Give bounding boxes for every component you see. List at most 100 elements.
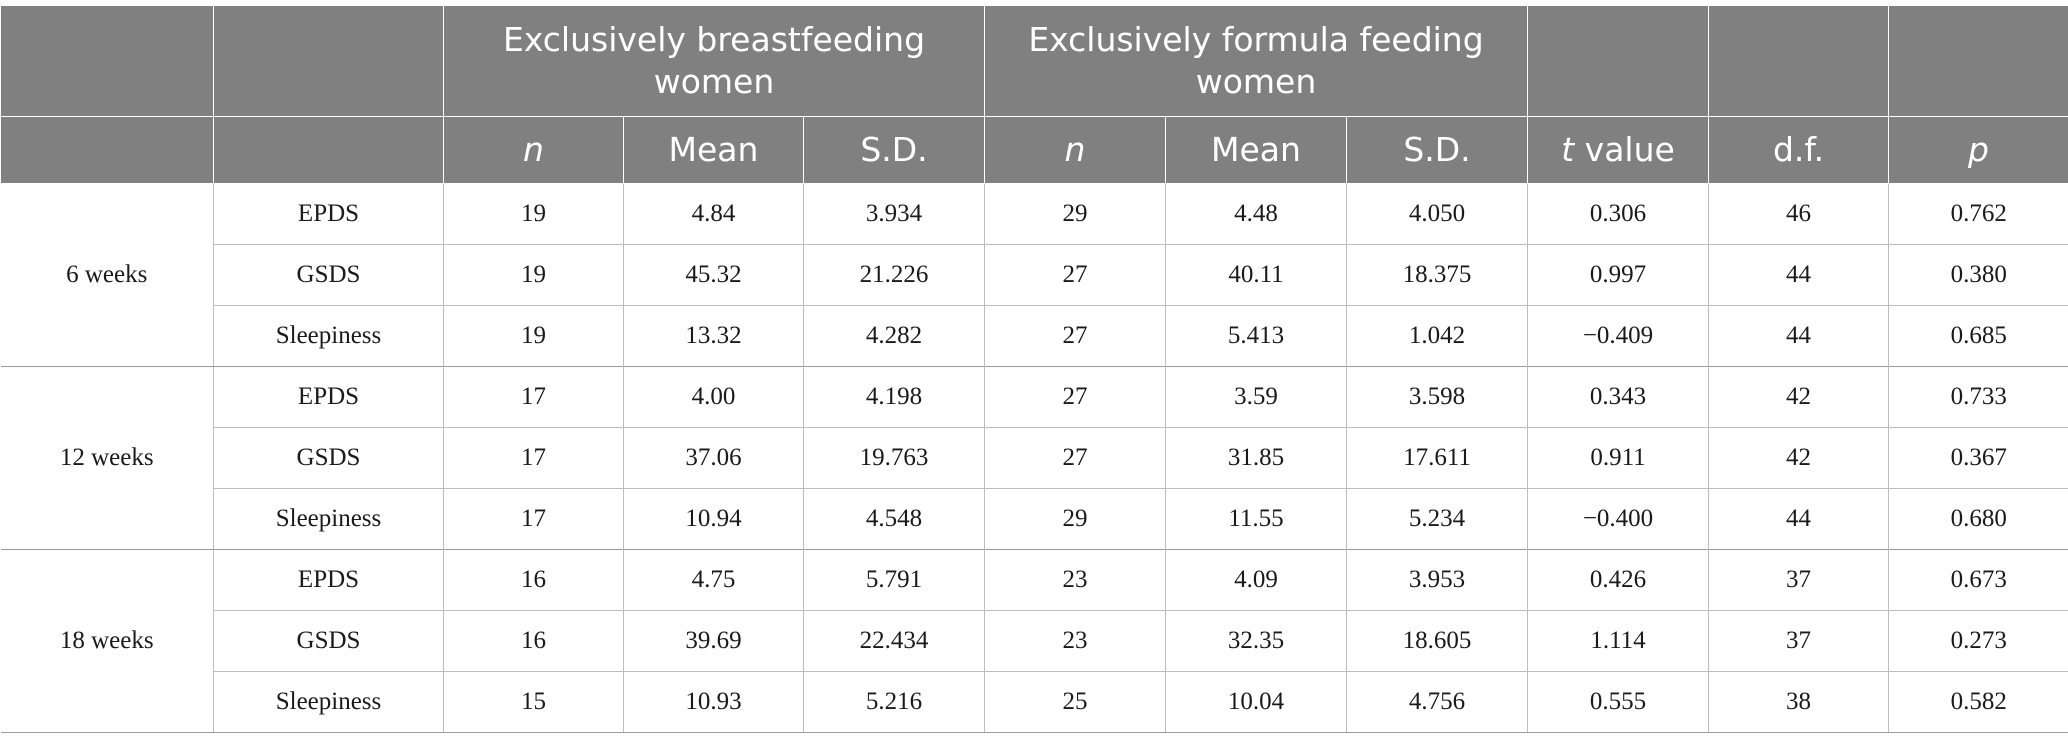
df-cell: 46 — [1708, 183, 1890, 245]
bf-n-cell: 19 — [443, 183, 624, 245]
bf-mean-cell: 37.06 — [623, 427, 804, 489]
header-bf-n: n — [443, 116, 624, 184]
bf-n-cell: 16 — [443, 610, 624, 672]
timepoint-cell: 12 weeks — [0, 366, 214, 550]
ff-mean-cell: 5.413 — [1165, 305, 1347, 367]
header-row-columns: n Mean S.D. n Mean S.D. t value d.f. p — [0, 116, 2068, 184]
bf-sd-cell: 4.548 — [803, 488, 985, 550]
t-value-cell: 0.997 — [1527, 244, 1710, 306]
header-group-breastfeeding: Exclusively breastfeeding women — [443, 5, 985, 117]
header-blank-measure-2 — [213, 116, 444, 184]
df-cell: 44 — [1708, 244, 1890, 306]
ff-n-cell: 27 — [984, 244, 1166, 306]
bf-sd-cell: 19.763 — [803, 427, 985, 489]
ff-n-cell: 27 — [984, 305, 1166, 367]
bf-n-cell: 19 — [443, 244, 624, 306]
t-value-cell: 0.343 — [1527, 366, 1710, 428]
ff-sd-cell: 5.234 — [1345, 488, 1529, 550]
bf-n-cell: 15 — [443, 671, 624, 733]
header-df: d.f. — [1708, 116, 1890, 184]
df-cell: 37 — [1708, 549, 1890, 611]
ff-sd-cell: 18.375 — [1345, 244, 1529, 306]
p-value-cell: 0.680 — [1888, 488, 2068, 550]
header-bf-mean: Mean — [623, 116, 804, 184]
ff-n-cell: 29 — [984, 183, 1166, 245]
ff-sd-cell: 1.042 — [1345, 305, 1529, 367]
p-value-cell: 0.685 — [1888, 305, 2068, 367]
header-blank-p — [1888, 5, 2068, 117]
measure-cell: EPDS — [213, 366, 444, 428]
ff-mean-cell: 11.55 — [1165, 488, 1347, 550]
bf-mean-cell: 10.94 — [623, 488, 804, 550]
table-row: GSDS 19 45.32 21.226 27 40.11 18.375 0.997 44 0.3… — [1, 244, 2068, 306]
t-value-cell: 0.911 — [1527, 427, 1710, 489]
table-row: Sleepiness 15 10.93 5.216 25 10.04 4.756 0.555 3… — [1, 671, 2068, 733]
header-ff-mean: Mean — [1165, 116, 1347, 184]
measure-cell: Sleepiness — [213, 305, 444, 367]
df-cell: 37 — [1708, 610, 1890, 672]
ff-n-cell: 27 — [984, 366, 1166, 428]
bf-mean-cell: 4.75 — [623, 549, 804, 611]
df-cell: 44 — [1708, 488, 1890, 550]
measure-cell: Sleepiness — [213, 488, 444, 550]
t-value-cell: 0.306 — [1527, 183, 1710, 245]
ff-n-cell: 27 — [984, 427, 1166, 489]
table-row: GSDS 16 39.69 22.434 23 32.35 18.605 1.114 37 0.2… — [1, 610, 2068, 672]
table-row: 6 weeks EPDS 19 4.84 3.934 29 4.48 4.050 0.306 46… — [0, 183, 2068, 367]
bf-sd-cell: 21.226 — [803, 244, 985, 306]
table-row: Sleepiness 17 10.94 4.548 29 11.55 5.234 −0.400… — [1, 488, 2068, 550]
bf-sd-cell: 5.791 — [803, 549, 985, 611]
df-cell: 38 — [1708, 671, 1890, 733]
t-value-cell: 0.555 — [1527, 671, 1710, 733]
t-value-cell: −0.409 — [1527, 305, 1710, 367]
ff-mean-cell: 4.09 — [1165, 549, 1347, 611]
table-body: 6 weeks EPDS 19 4.84 3.934 29 4.48 4.050 0.306 46… — [0, 183, 2068, 733]
bf-n-cell: 17 — [443, 488, 624, 550]
ff-mean-cell: 32.35 — [1165, 610, 1347, 672]
bf-mean-cell: 39.69 — [623, 610, 804, 672]
bf-mean-cell: 45.32 — [623, 244, 804, 306]
ff-n-cell: 23 — [984, 549, 1166, 611]
header-t-italic: t — [1561, 130, 1575, 169]
header-t-rest: value — [1574, 130, 1675, 169]
header-blank-timepoint-2 — [0, 116, 214, 184]
ff-sd-cell: 3.598 — [1345, 366, 1529, 428]
p-value-cell: 0.762 — [1888, 183, 2068, 245]
ff-n-cell: 23 — [984, 610, 1166, 672]
p-value-cell: 0.673 — [1888, 549, 2068, 611]
ff-sd-cell: 17.611 — [1345, 427, 1529, 489]
p-value-cell: 0.367 — [1888, 427, 2068, 489]
p-value-cell: 0.273 — [1888, 610, 2068, 672]
t-value-cell: 1.114 — [1527, 610, 1710, 672]
results-table: Exclusively breastfeeding women Exclusiv… — [0, 5, 2068, 733]
ff-mean-cell: 4.48 — [1165, 183, 1347, 245]
header-blank-measure — [213, 5, 444, 117]
bf-sd-cell: 4.198 — [803, 366, 985, 428]
bf-sd-cell: 22.434 — [803, 610, 985, 672]
header-blank-timepoint — [0, 5, 214, 117]
ff-n-cell: 29 — [984, 488, 1166, 550]
header-t-value: t value — [1527, 116, 1710, 184]
measure-cell: GSDS — [213, 244, 444, 306]
bf-n-cell: 19 — [443, 305, 624, 367]
ff-sd-cell: 3.953 — [1345, 549, 1529, 611]
header-ff-sd: S.D. — [1345, 116, 1529, 184]
header-bf-sd: S.D. — [803, 116, 985, 184]
t-value-cell: −0.400 — [1527, 488, 1710, 550]
bf-mean-cell: 13.32 — [623, 305, 804, 367]
p-value-cell: 0.733 — [1888, 366, 2068, 428]
table-row: Sleepiness 19 13.32 4.282 27 5.413 1.042 −0.409… — [1, 305, 2068, 367]
bf-mean-cell: 10.93 — [623, 671, 804, 733]
bf-mean-cell: 4.00 — [623, 366, 804, 428]
p-value-cell: 0.380 — [1888, 244, 2068, 306]
ff-mean-cell: 40.11 — [1165, 244, 1347, 306]
measure-cell: EPDS — [213, 183, 444, 245]
ff-mean-cell: 31.85 — [1165, 427, 1347, 489]
measure-cell: EPDS — [213, 549, 444, 611]
measure-cell: Sleepiness — [213, 671, 444, 733]
bf-sd-cell: 4.282 — [803, 305, 985, 367]
bf-n-cell: 17 — [443, 427, 624, 489]
p-value-cell: 0.582 — [1888, 671, 2068, 733]
bf-sd-cell: 3.934 — [803, 183, 985, 245]
